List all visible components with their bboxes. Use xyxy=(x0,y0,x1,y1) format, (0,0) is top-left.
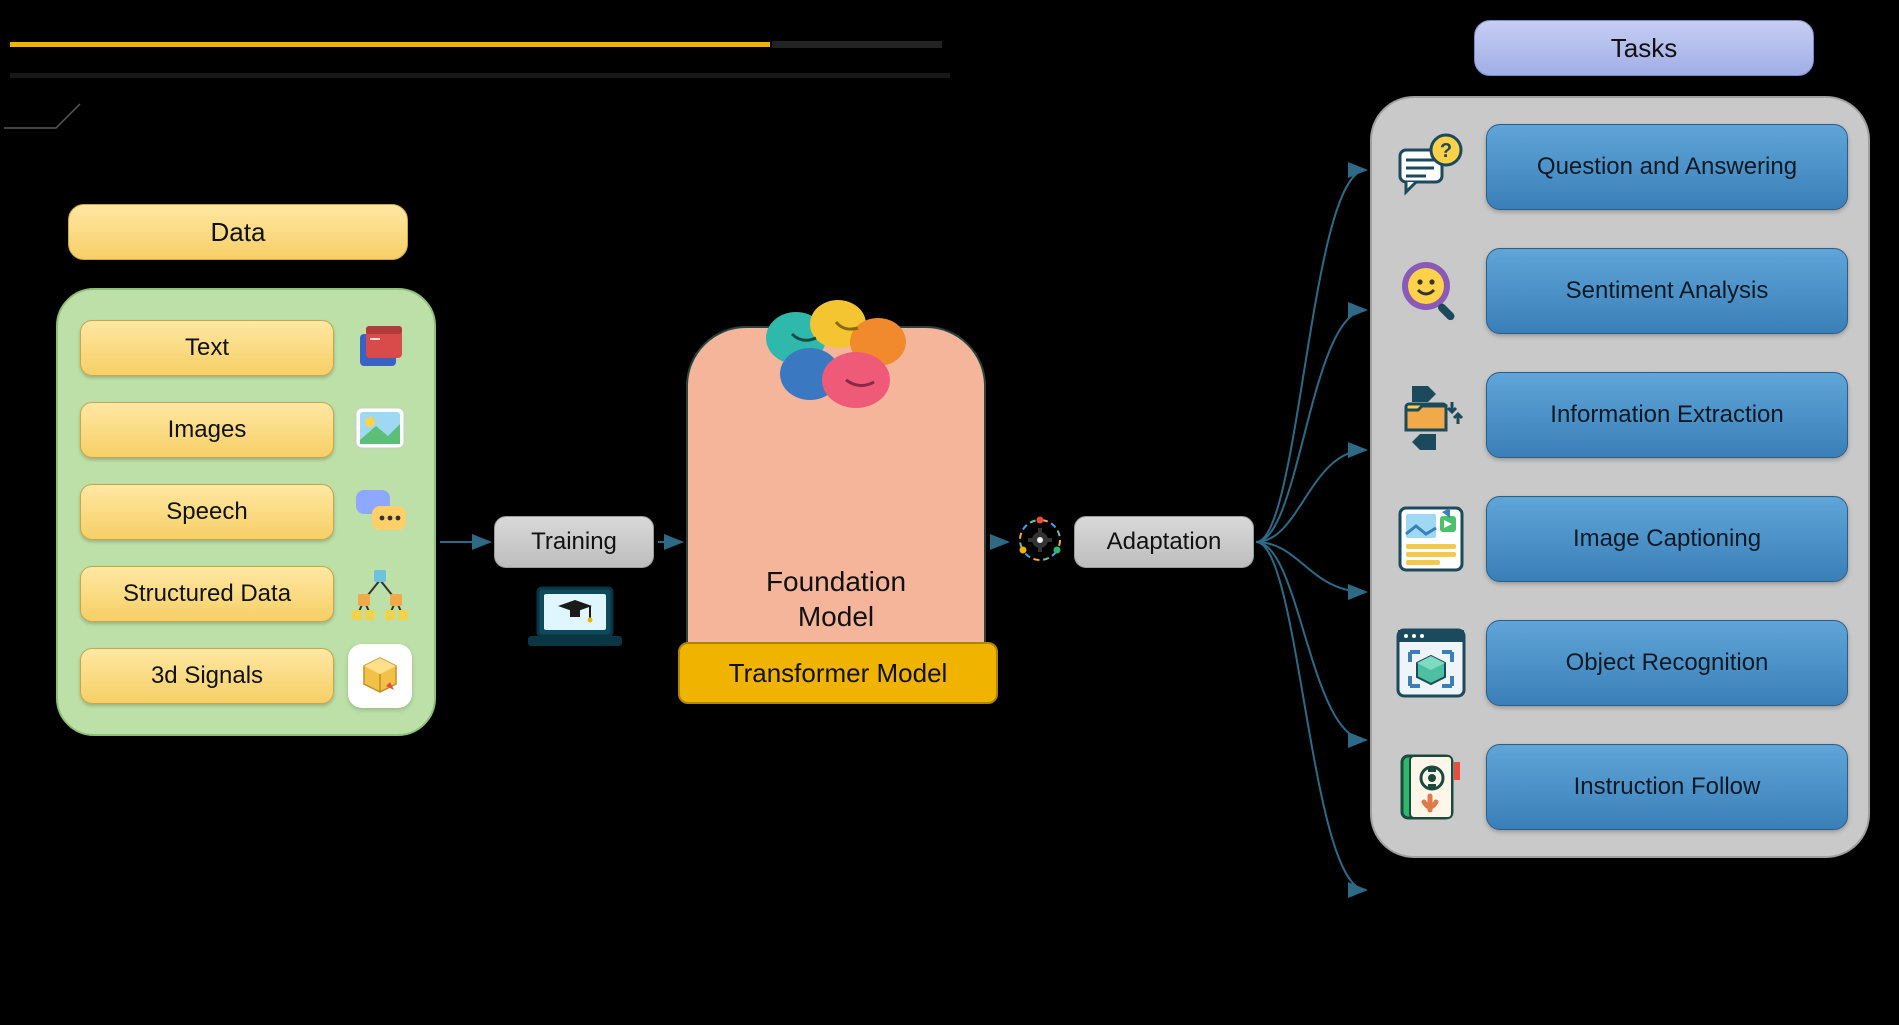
data-row-speech: Speech xyxy=(80,480,412,544)
foundation-model-title: Foundation Model xyxy=(766,564,906,634)
task-item-label: Information Extraction xyxy=(1550,401,1783,430)
data-item-label: Text xyxy=(185,334,229,362)
folder-extract-icon xyxy=(1392,376,1470,454)
sentiment-magnifier-icon xyxy=(1392,252,1470,330)
foundation-model-block: Foundation Model Transformer Model xyxy=(686,326,986,696)
data-row-structured: Structured Data xyxy=(80,562,412,626)
picture-icon xyxy=(348,398,412,462)
training-label: Training xyxy=(494,516,654,568)
task-item-label: Image Captioning xyxy=(1573,525,1761,554)
task-item-label: Object Recognition xyxy=(1566,649,1769,678)
task-item-caption: Image Captioning xyxy=(1486,496,1848,582)
corner-line xyxy=(0,60,120,180)
task-item-label: Sentiment Analysis xyxy=(1566,277,1769,306)
top-accent-dark-2 xyxy=(10,73,950,78)
data-panel: Text Images Spee xyxy=(56,288,436,736)
data-item-text: Text xyxy=(80,320,334,376)
qa-icon: ? xyxy=(1392,128,1470,206)
training-label-text: Training xyxy=(531,528,617,556)
top-accent-dark xyxy=(772,41,942,48)
task-item-sentiment: Sentiment Analysis xyxy=(1486,248,1848,334)
task-item-label: Question and Answering xyxy=(1537,153,1797,182)
image-caption-icon xyxy=(1392,500,1470,578)
data-item-label: Structured Data xyxy=(123,580,291,608)
transformer-model-label: Transformer Model xyxy=(729,658,948,689)
adaptation-label: Adaptation xyxy=(1074,516,1254,568)
tasks-header-label: Tasks xyxy=(1611,33,1677,64)
tree-diagram-icon xyxy=(348,562,412,626)
data-item-speech: Speech xyxy=(80,484,334,540)
task-row-object: Object Recognition xyxy=(1392,620,1848,706)
data-item-label: Images xyxy=(168,416,247,444)
task-row-qa: ? Question and Answering xyxy=(1392,124,1848,210)
object-detect-icon xyxy=(1392,624,1470,702)
task-item-object: Object Recognition xyxy=(1486,620,1848,706)
data-item-images: Images xyxy=(80,402,334,458)
brain-icon xyxy=(746,288,926,418)
cube-box-icon xyxy=(348,644,412,708)
task-item-instruction: Instruction Follow xyxy=(1486,744,1848,830)
tasks-panel: ? Question and Answering Sentiment Analy… xyxy=(1370,96,1870,858)
task-row-extraction: Information Extraction xyxy=(1392,372,1848,458)
foundation-model-title-text: Foundation Model xyxy=(766,566,906,632)
data-row-3d: 3d Signals xyxy=(80,644,412,708)
data-header-label: Data xyxy=(211,217,266,248)
task-item-qa: Question and Answering xyxy=(1486,124,1848,210)
data-item-label: Speech xyxy=(166,498,247,526)
diagram-stage: Data Text Images xyxy=(0,0,1899,1025)
task-item-label: Instruction Follow xyxy=(1574,773,1761,802)
data-header: Data xyxy=(68,204,408,260)
transformer-model-base: Transformer Model xyxy=(678,642,998,704)
task-item-extraction: Information Extraction xyxy=(1486,372,1848,458)
task-row-caption: Image Captioning xyxy=(1392,496,1848,582)
adaptation-label-text: Adaptation xyxy=(1107,528,1222,556)
instruction-book-icon xyxy=(1392,748,1470,826)
data-row-images: Images xyxy=(80,398,412,462)
top-accent-yellow xyxy=(10,42,770,47)
task-row-sentiment: Sentiment Analysis xyxy=(1392,248,1848,334)
svg-text:?: ? xyxy=(1440,140,1452,162)
data-item-structured: Structured Data xyxy=(80,566,334,622)
gear-cycle-icon xyxy=(1012,512,1068,573)
task-row-instruction: Instruction Follow xyxy=(1392,744,1848,830)
books-icon xyxy=(348,316,412,380)
tasks-header: Tasks xyxy=(1474,20,1814,76)
speech-bubbles-icon xyxy=(348,480,412,544)
data-item-3d: 3d Signals xyxy=(80,648,334,704)
laptop-gradcap-icon xyxy=(520,576,630,661)
data-item-label: 3d Signals xyxy=(151,662,263,690)
data-row-text: Text xyxy=(80,316,412,380)
